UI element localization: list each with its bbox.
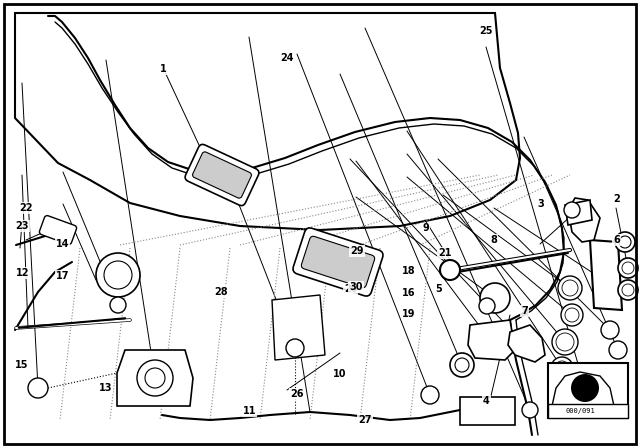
Circle shape xyxy=(522,402,538,418)
Polygon shape xyxy=(590,240,622,310)
Circle shape xyxy=(622,284,634,296)
FancyBboxPatch shape xyxy=(193,152,252,198)
Text: 20: 20 xyxy=(344,284,358,294)
Bar xyxy=(460,397,515,425)
Text: 5: 5 xyxy=(435,284,442,294)
Text: 16: 16 xyxy=(401,289,415,298)
Bar xyxy=(548,363,628,418)
Circle shape xyxy=(421,386,439,404)
Circle shape xyxy=(104,261,132,289)
Circle shape xyxy=(552,329,578,355)
Circle shape xyxy=(137,360,173,396)
Circle shape xyxy=(480,283,510,313)
Text: 2: 2 xyxy=(613,194,620,204)
Text: 13: 13 xyxy=(99,383,113,392)
Text: 27: 27 xyxy=(358,415,372,425)
Circle shape xyxy=(619,236,631,248)
Text: 17: 17 xyxy=(56,271,70,280)
Circle shape xyxy=(562,280,578,296)
Text: 9: 9 xyxy=(422,224,429,233)
Text: 8: 8 xyxy=(491,235,497,245)
Circle shape xyxy=(601,321,619,339)
FancyBboxPatch shape xyxy=(185,144,259,206)
Text: 26: 26 xyxy=(290,389,304,399)
Circle shape xyxy=(618,258,638,278)
Circle shape xyxy=(551,357,573,379)
Text: 11: 11 xyxy=(243,406,257,416)
Circle shape xyxy=(609,341,627,359)
Circle shape xyxy=(28,378,48,398)
Circle shape xyxy=(450,353,474,377)
Circle shape xyxy=(440,260,460,280)
Circle shape xyxy=(110,297,126,313)
Circle shape xyxy=(558,276,582,300)
Polygon shape xyxy=(468,320,515,360)
Text: 23: 23 xyxy=(15,221,29,231)
Text: 24: 24 xyxy=(280,53,294,63)
Polygon shape xyxy=(565,200,592,225)
Polygon shape xyxy=(508,325,545,362)
Text: 22: 22 xyxy=(19,203,33,213)
Circle shape xyxy=(564,202,580,218)
Text: 12: 12 xyxy=(15,268,29,278)
Text: 4: 4 xyxy=(483,396,490,406)
Text: 21: 21 xyxy=(438,248,452,258)
Circle shape xyxy=(479,298,495,314)
Circle shape xyxy=(555,361,569,375)
Circle shape xyxy=(286,339,304,357)
Polygon shape xyxy=(117,350,193,406)
Text: 18: 18 xyxy=(401,266,415,276)
Polygon shape xyxy=(552,372,614,406)
Circle shape xyxy=(615,232,635,252)
Text: 1: 1 xyxy=(160,65,166,74)
Text: 000/091: 000/091 xyxy=(565,408,595,414)
Circle shape xyxy=(455,358,469,372)
Circle shape xyxy=(145,368,165,388)
Polygon shape xyxy=(15,13,520,230)
Circle shape xyxy=(622,262,634,274)
Polygon shape xyxy=(272,295,325,360)
Circle shape xyxy=(618,280,638,300)
Text: 6: 6 xyxy=(613,235,620,245)
FancyBboxPatch shape xyxy=(293,228,383,296)
Text: 14: 14 xyxy=(56,239,70,249)
FancyBboxPatch shape xyxy=(39,215,77,245)
Bar xyxy=(548,404,628,418)
Polygon shape xyxy=(568,198,600,242)
FancyBboxPatch shape xyxy=(301,236,374,288)
Text: 3: 3 xyxy=(538,199,544,209)
Text: 10: 10 xyxy=(332,369,346,379)
Circle shape xyxy=(561,304,583,326)
Circle shape xyxy=(556,333,574,351)
Text: 25: 25 xyxy=(479,26,493,36)
Text: 15: 15 xyxy=(15,360,29,370)
Text: 7: 7 xyxy=(522,306,528,316)
Text: 30: 30 xyxy=(349,282,363,292)
Circle shape xyxy=(96,253,140,297)
Text: 29: 29 xyxy=(350,246,364,256)
Circle shape xyxy=(571,374,599,402)
Text: 19: 19 xyxy=(401,309,415,319)
Text: 28: 28 xyxy=(214,287,228,297)
Circle shape xyxy=(565,308,579,322)
